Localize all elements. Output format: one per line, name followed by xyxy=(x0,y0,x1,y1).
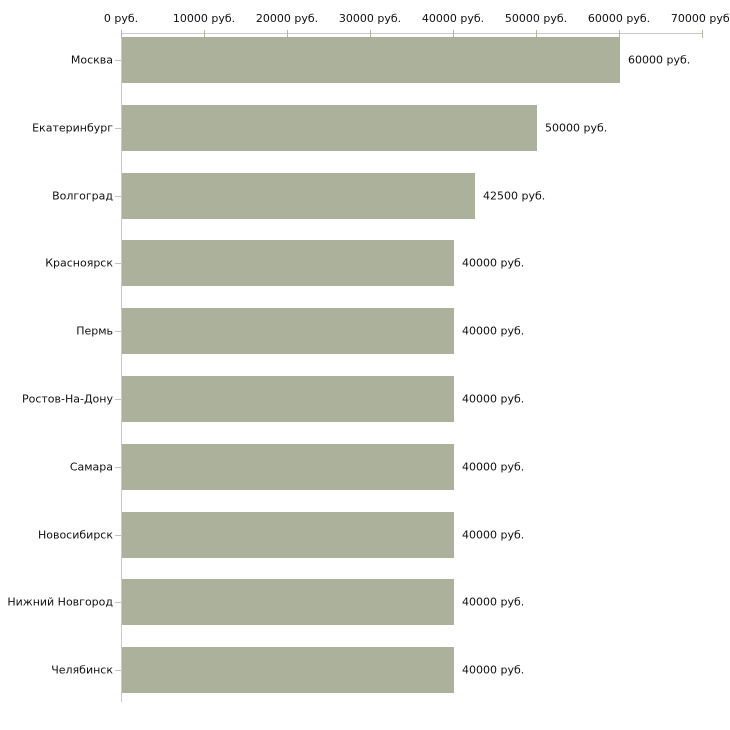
x-axis-tick-label: 0 руб. xyxy=(103,12,139,25)
value-label: 40000 руб. xyxy=(462,256,525,270)
category-label: Екатеринбург xyxy=(32,121,113,135)
x-axis-line xyxy=(121,33,703,34)
x-axis-tick-label: 50000 руб. xyxy=(504,12,568,25)
y-axis-tick xyxy=(115,535,121,536)
x-axis-tick xyxy=(204,30,205,38)
bar xyxy=(122,308,454,354)
value-label: 40000 руб. xyxy=(462,595,525,609)
y-axis-tick xyxy=(115,60,121,61)
category-label: Волгоград xyxy=(52,189,113,203)
category-label: Красноярск xyxy=(45,256,113,270)
x-axis-tick-label: 60000 руб. xyxy=(587,12,651,25)
bar xyxy=(122,444,454,490)
category-label: Пермь xyxy=(76,324,113,338)
x-axis-tick xyxy=(702,30,703,38)
bar xyxy=(122,512,454,558)
bar xyxy=(122,37,620,83)
y-axis-tick xyxy=(115,467,121,468)
y-axis-tick xyxy=(115,128,121,129)
value-label: 40000 руб. xyxy=(462,460,525,474)
bar xyxy=(122,579,454,625)
y-axis-tick xyxy=(115,196,121,197)
x-axis-tick xyxy=(287,30,288,38)
value-label: 50000 руб. xyxy=(545,121,608,135)
category-label: Челябинск xyxy=(51,663,113,677)
y-axis-tick xyxy=(115,602,121,603)
category-label: Ростов-На-Дону xyxy=(21,392,113,406)
category-label: Нижний Новгород xyxy=(7,595,113,609)
value-label: 60000 руб. xyxy=(628,53,691,67)
y-axis-tick xyxy=(115,263,121,264)
y-axis-tick xyxy=(115,670,121,671)
bar xyxy=(122,647,454,693)
category-label: Москва xyxy=(70,53,113,67)
bar xyxy=(122,105,537,151)
x-axis-tick-label: 70000 руб. xyxy=(670,12,730,25)
x-axis-tick xyxy=(453,30,454,38)
value-label: 40000 руб. xyxy=(462,324,525,338)
bar xyxy=(122,173,475,219)
x-axis-tick-label: 20000 руб. xyxy=(255,12,319,25)
value-label: 40000 руб. xyxy=(462,528,525,542)
x-axis-tick xyxy=(370,30,371,38)
y-axis-tick xyxy=(115,331,121,332)
bar xyxy=(122,376,454,422)
x-axis-tick-label: 30000 руб. xyxy=(338,12,402,25)
value-label: 42500 руб. xyxy=(483,189,546,203)
bar xyxy=(122,240,454,286)
y-axis-line xyxy=(121,33,122,702)
y-axis-tick xyxy=(115,399,121,400)
x-axis-tick xyxy=(619,30,620,38)
x-axis-tick xyxy=(121,30,122,38)
category-label: Самара xyxy=(69,460,113,474)
category-label: Новосибирск xyxy=(37,528,113,542)
x-axis-tick-label: 10000 руб. xyxy=(172,12,236,25)
value-label: 40000 руб. xyxy=(462,663,525,677)
value-label: 40000 руб. xyxy=(462,392,525,406)
x-axis-tick-label: 40000 руб. xyxy=(421,12,485,25)
x-axis-tick xyxy=(536,30,537,38)
